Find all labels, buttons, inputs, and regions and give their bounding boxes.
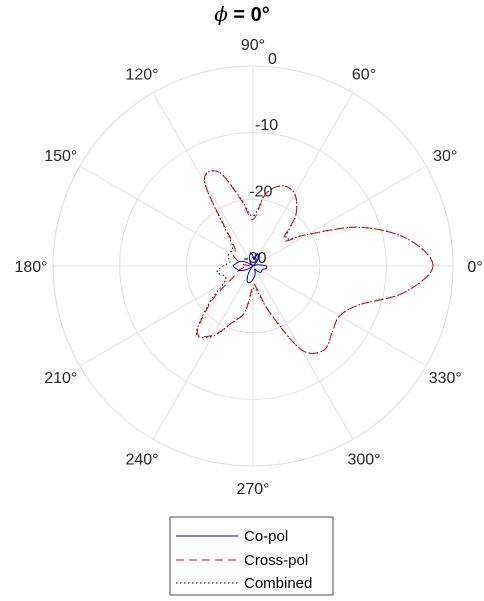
radial-label-0: 0 bbox=[268, 51, 277, 68]
legend-entry-combined: Combined bbox=[176, 575, 312, 592]
grid-spoke-30 bbox=[252, 165, 427, 267]
series-line-co-pol bbox=[232, 252, 268, 284]
title-text: = 0° bbox=[228, 4, 270, 26]
angle-label-300: 300° bbox=[347, 451, 380, 468]
legend-entry-co-pol: Co-pol bbox=[176, 528, 288, 545]
chart-title: ϕ = 0° bbox=[214, 2, 270, 26]
angle-label-150: 150° bbox=[44, 148, 77, 165]
angle-label-120: 120° bbox=[125, 67, 158, 84]
legend: Co-pol Cross-pol Combined bbox=[169, 516, 334, 596]
angle-label-60: 60° bbox=[352, 67, 376, 84]
series-line-combined bbox=[195, 170, 434, 354]
legend-entry-cross-pol: Cross-pol bbox=[176, 552, 308, 569]
grid-spoke-210 bbox=[79, 265, 254, 367]
legend-label-combined: Combined bbox=[244, 575, 312, 592]
grid-spoke-60 bbox=[252, 92, 354, 267]
angle-label-240: 240° bbox=[125, 451, 158, 468]
grid-spoke-300 bbox=[252, 265, 354, 440]
legend-label-cross-pol: Cross-pol bbox=[244, 552, 308, 569]
legend-box bbox=[169, 516, 334, 596]
grid-outer-circle bbox=[52, 65, 454, 467]
grid-spoke-240 bbox=[152, 265, 254, 440]
angle-label-270: 270° bbox=[236, 481, 269, 498]
angle-label-0: 0° bbox=[467, 259, 482, 276]
angle-label-180: 180° bbox=[14, 259, 47, 276]
angle-label-30: 30° bbox=[433, 148, 457, 165]
angle-label-90: 90° bbox=[241, 37, 265, 54]
grid-spoke-120 bbox=[152, 92, 254, 267]
radial-labels: 0-10-20-30 bbox=[243, 51, 278, 267]
angle-label-210: 210° bbox=[44, 370, 77, 387]
grid-spoke-150 bbox=[79, 165, 254, 267]
radial-label-1: -10 bbox=[255, 117, 278, 134]
title-symbol: ϕ bbox=[214, 2, 228, 26]
angle-label-330: 330° bbox=[429, 370, 462, 387]
pattern-series bbox=[195, 170, 434, 354]
svg-text:ϕ = 0°: ϕ = 0° bbox=[214, 2, 270, 26]
legend-label-co-pol: Co-pol bbox=[244, 528, 288, 545]
angle-labels: 0° 30° 60° 90° 120° 150° 180° 210° 240° 270° 300° 3… bbox=[14, 37, 482, 498]
series-line-cross-pol bbox=[196, 170, 434, 354]
radial-label-2: -20 bbox=[249, 184, 272, 201]
